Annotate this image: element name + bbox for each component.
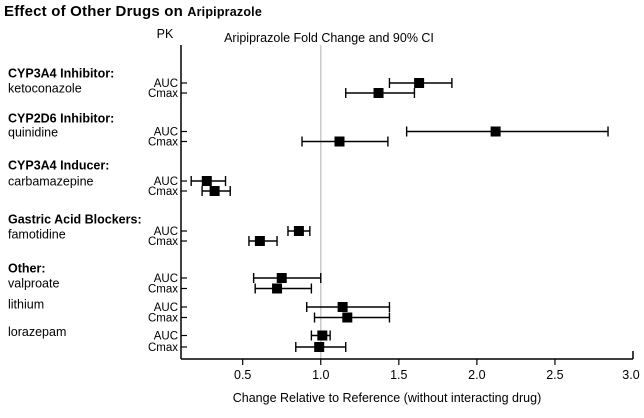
point-marker — [337, 302, 348, 312]
pk-row-label: Cmax — [148, 313, 178, 325]
group-header-label: Gastric Acid Blockers: — [8, 213, 142, 227]
drug-name-label: carbamazepine — [8, 175, 94, 189]
group-header-label: CYP3A4 Inhibitor: — [8, 67, 114, 81]
pk-row-label: AUC — [154, 331, 178, 343]
group-header-label: CYP3A4 Inducer: — [8, 159, 109, 173]
pk-column-header: PK — [156, 27, 174, 41]
x-tick-label: 3.0 — [622, 368, 639, 382]
page-title-main: Effect of Other Drugs on — [4, 3, 183, 20]
x-tick-label: 2.0 — [468, 368, 485, 382]
group-header-label: Other: — [8, 262, 46, 276]
x-tick-label: 1.0 — [312, 368, 329, 382]
point-marker — [317, 330, 328, 341]
pk-row-label: Cmax — [148, 186, 178, 198]
plot-area-header: Aripiprazole Fold Change and 90% CI — [224, 31, 434, 45]
point-marker — [201, 176, 212, 186]
point-marker — [276, 273, 287, 283]
drug-name-label: quinidine — [8, 126, 58, 140]
x-tick-label: 1.5 — [390, 368, 407, 382]
pk-row-label: AUC — [154, 127, 178, 139]
drug-name-label: lithium — [8, 298, 44, 312]
pk-row-label: Cmax — [148, 284, 178, 296]
pk-row-label: Cmax — [148, 88, 178, 100]
drug-name-label: lorazepam — [8, 325, 66, 339]
pk-row-label: Cmax — [148, 342, 178, 354]
pk-row-label: Cmax — [148, 236, 178, 248]
pk-row-label: AUC — [154, 302, 178, 314]
point-marker — [414, 78, 425, 88]
point-marker — [254, 236, 265, 246]
pk-row-label: AUC — [154, 176, 178, 188]
pk-row-label: AUC — [154, 226, 178, 238]
pk-row-label: AUC — [154, 273, 178, 285]
x-tick-label: 2.5 — [546, 368, 563, 382]
group-header-label: CYP2D6 Inhibitor: — [8, 112, 114, 126]
drug-name-label: famotidine — [8, 228, 66, 242]
x-axis-title: Change Relative to Reference (without in… — [232, 391, 542, 405]
pk-row-label: AUC — [154, 78, 178, 90]
point-marker — [314, 342, 325, 352]
x-tick-label: 0.5 — [234, 368, 251, 382]
point-marker — [373, 88, 384, 98]
drug-name-label: ketoconazole — [8, 82, 82, 96]
point-marker — [342, 312, 353, 323]
pk-row-label: Cmax — [148, 137, 178, 149]
page-title-drug: Aripiprazole — [187, 5, 262, 19]
page-title: Effect of Other Drugs on Aripiprazole — [4, 3, 262, 20]
point-marker — [272, 283, 283, 294]
drug-name-label: valproate — [8, 277, 59, 291]
point-marker — [209, 186, 220, 196]
point-marker — [293, 226, 304, 236]
point-marker — [334, 136, 345, 147]
point-marker — [490, 126, 501, 137]
